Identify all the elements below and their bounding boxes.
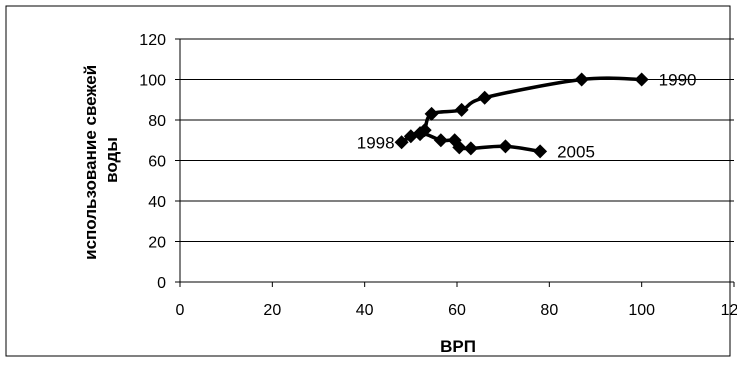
annotation-label: 2005 bbox=[557, 142, 595, 161]
data-point-marker bbox=[424, 106, 439, 121]
y-tick-label: 40 bbox=[148, 194, 166, 211]
data-point-marker bbox=[463, 141, 478, 156]
data-point-marker bbox=[634, 72, 649, 87]
y-tick-label: 20 bbox=[148, 235, 166, 252]
y-tick-label: 120 bbox=[139, 32, 166, 49]
data-point-marker bbox=[413, 126, 428, 141]
y-tick-label: 100 bbox=[139, 73, 166, 90]
data-markers bbox=[394, 72, 649, 159]
y-axis-title-line-1: использование свежей bbox=[81, 65, 100, 260]
x-tick-label: 20 bbox=[263, 302, 281, 319]
data-point-marker bbox=[433, 133, 448, 148]
x-tick-label: 100 bbox=[628, 302, 655, 319]
grid-lines bbox=[180, 38, 734, 242]
y-axis-title: использование свежей воды bbox=[81, 60, 121, 260]
tick-labels: 0 20 40 60 80 100 120 0 20 40 60 80 100 120 bbox=[139, 32, 737, 319]
data-point-marker bbox=[477, 90, 492, 105]
data-point-marker bbox=[533, 144, 548, 159]
x-tick-label: 0 bbox=[176, 302, 185, 319]
data-point-marker bbox=[574, 72, 589, 87]
chart-border bbox=[5, 5, 731, 357]
x-tick-label: 120 bbox=[721, 302, 737, 319]
y-axis-title-line-2: воды bbox=[102, 137, 121, 183]
data-point-marker bbox=[498, 139, 513, 154]
y-tick-label: 60 bbox=[148, 154, 166, 171]
annotation-label: 1990 bbox=[659, 71, 697, 90]
axes bbox=[175, 38, 735, 287]
data-point-marker bbox=[454, 102, 469, 117]
annotations: 1990 1998 2005 bbox=[357, 71, 697, 162]
data-point-marker bbox=[452, 140, 467, 155]
y-tick-label: 0 bbox=[157, 275, 166, 292]
data-point-marker bbox=[394, 135, 409, 150]
x-axis-title: ВРП bbox=[440, 337, 476, 356]
y-tick-label: 80 bbox=[148, 113, 166, 130]
x-tick-label: 40 bbox=[356, 302, 374, 319]
annotation-label: 1998 bbox=[357, 133, 395, 152]
x-tick-label: 80 bbox=[540, 302, 558, 319]
x-tick-label: 60 bbox=[448, 302, 466, 319]
